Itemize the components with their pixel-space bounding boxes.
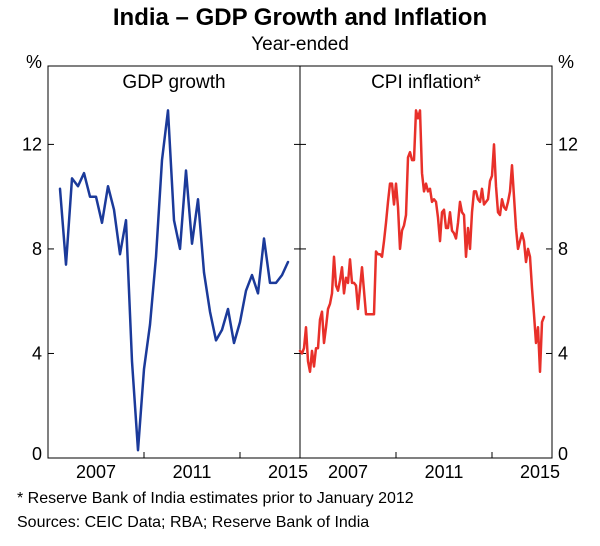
svg-text:0: 0 <box>32 444 42 464</box>
svg-text:2011: 2011 <box>173 462 212 482</box>
chart-svg: 0 0 4 4 8 8 12 12%% 2007 2011 2015 2007 2011 2015 GDP … <box>0 0 600 546</box>
svg-text:CPI inflation*: CPI inflation* <box>371 72 481 93</box>
sources: Sources: CEIC Data; RBA; Reserve Bank of… <box>17 514 369 532</box>
svg-text:%: % <box>558 52 574 72</box>
svg-text:GDP growth: GDP growth <box>122 72 225 93</box>
svg-text:2015: 2015 <box>268 462 308 482</box>
svg-text:%: % <box>26 52 42 72</box>
svg-text:2011: 2011 <box>425 462 464 482</box>
svg-text:4: 4 <box>32 343 42 363</box>
footnote: * Reserve Bank of India estimates prior … <box>17 490 414 508</box>
svg-text:12: 12 <box>558 134 578 154</box>
svg-text:12: 12 <box>22 134 42 154</box>
svg-text:2007: 2007 <box>76 462 116 482</box>
chart-container: India – GDP Growth and Inflation Year-en… <box>0 0 600 546</box>
svg-text:8: 8 <box>558 239 568 259</box>
svg-text:2015: 2015 <box>520 462 560 482</box>
svg-text:0: 0 <box>558 444 568 464</box>
svg-text:8: 8 <box>32 239 42 259</box>
svg-text:4: 4 <box>558 343 568 363</box>
svg-text:2007: 2007 <box>328 462 368 482</box>
